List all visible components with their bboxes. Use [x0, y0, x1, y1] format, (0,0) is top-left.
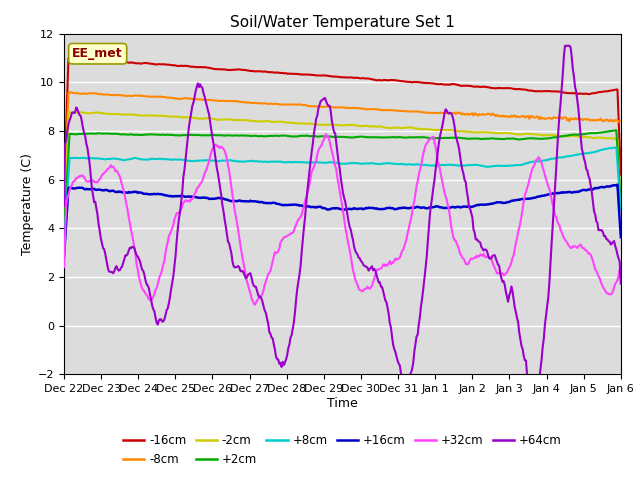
- Text: EE_met: EE_met: [72, 47, 123, 60]
- Y-axis label: Temperature (C): Temperature (C): [20, 153, 34, 255]
- Title: Soil/Water Temperature Set 1: Soil/Water Temperature Set 1: [230, 15, 455, 30]
- X-axis label: Time: Time: [327, 397, 358, 410]
- Legend: -16cm, -8cm, -2cm, +2cm, +8cm, +16cm, +32cm, +64cm: -16cm, -8cm, -2cm, +2cm, +8cm, +16cm, +3…: [118, 430, 566, 471]
